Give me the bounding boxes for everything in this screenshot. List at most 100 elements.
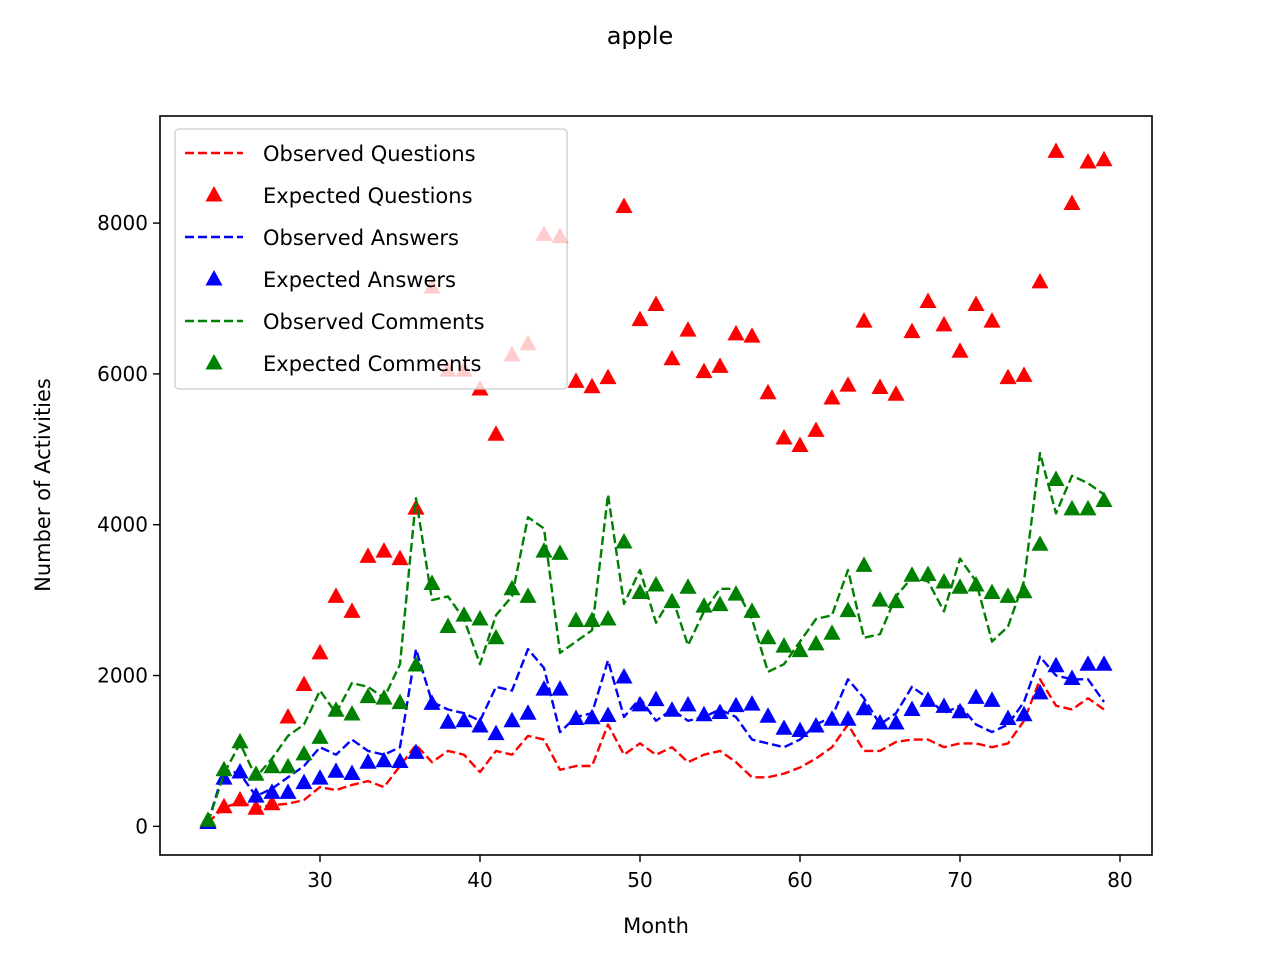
data-point-expected-comments: [887, 592, 905, 609]
data-point-expected-questions: [919, 292, 937, 308]
data-point-expected-questions: [711, 357, 729, 373]
y-axis-title: Number of Activities: [31, 378, 55, 592]
data-point-expected-comments: [231, 732, 249, 749]
data-point-expected-questions: [327, 587, 345, 603]
data-point-expected-questions: [343, 602, 361, 618]
data-point-expected-questions: [823, 389, 841, 405]
data-point-expected-comments: [759, 628, 777, 645]
data-point-expected-comments: [839, 601, 857, 618]
series-observed-answers: [206, 647, 1105, 823]
data-point-expected-answers: [295, 773, 313, 790]
data-point-expected-answers: [583, 708, 601, 725]
plot-frame: [159, 115, 1153, 856]
data-point-expected-questions: [775, 428, 793, 445]
data-point-expected-comments: [455, 606, 473, 622]
data-point-expected-questions: [935, 315, 953, 332]
data-point-expected-answers: [903, 700, 921, 716]
data-point-expected-answers: [503, 711, 521, 728]
data-point-expected-answers: [679, 695, 697, 712]
data-point-expected-comments: [823, 624, 841, 640]
legend-swatch-expected-questions: [205, 186, 223, 202]
data-point-expected-comments: [583, 611, 601, 627]
data-point-expected-comments: [551, 544, 569, 560]
data-point-expected-comments: [343, 704, 361, 721]
y-tick-label: 6000: [97, 362, 148, 386]
data-point-expected-answers: [999, 709, 1017, 725]
data-point-expected-questions: [727, 324, 745, 341]
data-point-expected-comments: [423, 574, 441, 591]
data-point-expected-questions: [231, 790, 249, 807]
data-point-expected-comments: [615, 533, 633, 549]
data-point-expected-answers: [215, 769, 233, 785]
data-point-expected-answers: [791, 721, 809, 738]
data-point-expected-questions: [871, 378, 889, 394]
legend-swatch-expected-answers: [205, 270, 223, 286]
data-point-expected-comments: [359, 687, 377, 704]
data-point-expected-questions: [615, 197, 633, 213]
data-point-expected-answers: [727, 696, 745, 713]
data-point-expected-questions: [1095, 150, 1113, 167]
data-point-expected-comments: [791, 641, 809, 658]
data-point-expected-answers: [487, 724, 505, 741]
data-point-expected-comments: [775, 637, 793, 653]
data-point-expected-comments: [1079, 499, 1097, 516]
data-point-expected-questions: [487, 425, 505, 441]
data-point-expected-answers: [759, 707, 777, 723]
data-point-expected-answers: [839, 710, 857, 726]
data-point-expected-questions: [663, 349, 681, 366]
data-point-expected-comments: [663, 592, 681, 609]
data-point-expected-comments: [567, 611, 585, 627]
data-point-expected-comments: [1047, 470, 1065, 486]
data-point-expected-questions: [391, 549, 409, 566]
data-point-expected-answers: [455, 711, 473, 728]
data-point-expected-questions: [887, 385, 905, 401]
series-line-observed-questions: [207, 678, 1105, 824]
x-tick-label: 30: [307, 868, 332, 892]
data-point-expected-comments: [951, 578, 969, 594]
data-point-expected-answers: [247, 787, 265, 803]
data-point-expected-comments: [199, 811, 217, 827]
data-point-expected-answers: [1063, 669, 1081, 686]
legend-label-expected-answers: Expected Answers: [263, 268, 456, 292]
data-point-expected-answers: [695, 705, 713, 722]
data-point-expected-comments: [503, 579, 521, 596]
data-point-expected-questions: [599, 368, 617, 385]
data-point-expected-answers: [711, 703, 729, 719]
data-point-expected-questions: [967, 295, 985, 312]
data-point-expected-answers: [663, 701, 681, 717]
y-tick-label: 2000: [97, 664, 148, 688]
data-point-expected-comments: [695, 597, 713, 613]
series-expected-comments: [199, 470, 1113, 827]
data-point-expected-questions: [791, 436, 809, 453]
data-point-expected-comments: [215, 760, 233, 777]
data-point-expected-questions: [759, 383, 777, 400]
data-point-expected-comments: [599, 609, 617, 626]
data-point-expected-answers: [375, 751, 393, 768]
data-point-expected-questions: [279, 708, 297, 724]
data-point-expected-questions: [999, 368, 1017, 385]
data-point-expected-answers: [631, 695, 649, 712]
data-point-expected-answers: [807, 717, 825, 733]
data-point-expected-comments: [327, 701, 345, 717]
series-line-observed-comments: [206, 451, 1105, 823]
x-tick-label: 70: [947, 868, 972, 892]
data-point-expected-answers: [343, 764, 361, 781]
legend-label-expected-questions: Expected Questions: [263, 184, 473, 208]
data-point-expected-questions: [855, 312, 873, 328]
data-point-expected-comments: [711, 595, 729, 612]
data-point-expected-answers: [311, 769, 329, 785]
data-point-expected-comments: [263, 757, 281, 774]
legend-label-observed-questions: Observed Questions: [263, 142, 476, 166]
data-point-expected-comments: [727, 585, 745, 601]
legend-label-expected-comments: Expected Comments: [263, 352, 481, 376]
y-tick-label: 8000: [97, 211, 148, 235]
data-point-expected-questions: [1031, 272, 1049, 289]
data-point-expected-answers: [359, 753, 377, 769]
data-point-expected-answers: [1047, 656, 1065, 673]
data-point-expected-comments: [391, 693, 409, 710]
data-point-expected-answers: [567, 709, 585, 725]
data-point-expected-comments: [375, 689, 393, 705]
data-point-expected-answers: [439, 713, 457, 729]
